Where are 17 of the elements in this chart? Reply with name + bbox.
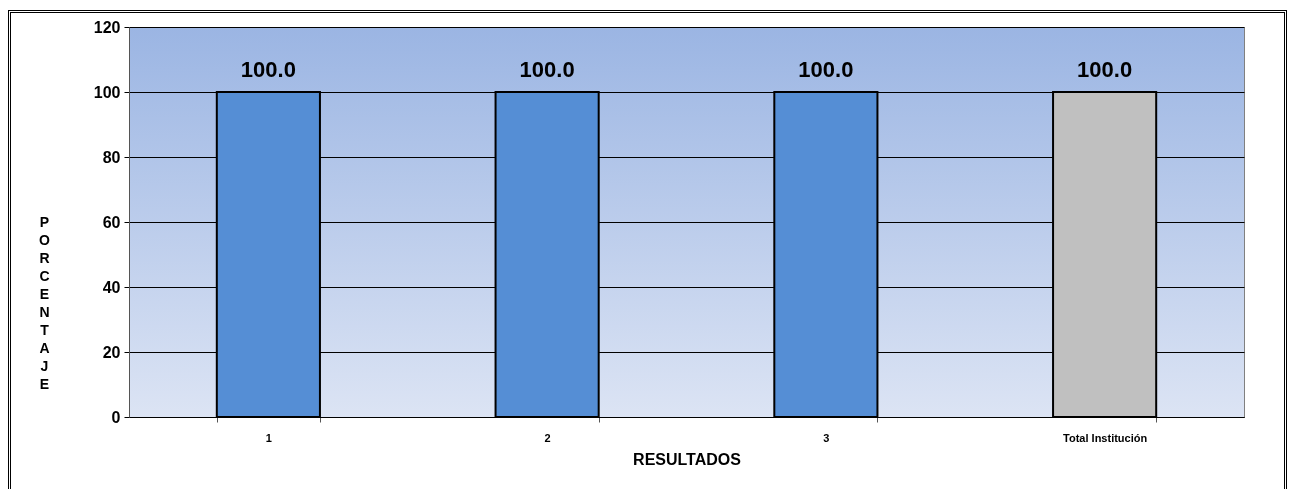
y-tick-label: 20 xyxy=(102,343,121,361)
x-tick-label: 1 xyxy=(265,431,272,444)
data-label: 100.0 xyxy=(798,57,854,82)
data-label: 100.0 xyxy=(1077,57,1133,82)
x-axis-title: RESULTADOS xyxy=(633,450,742,468)
data-label: 100.0 xyxy=(519,57,575,82)
x-tick-label: 3 xyxy=(823,431,830,444)
y-tick-label: 40 xyxy=(102,278,121,296)
y-tick-label: 120 xyxy=(93,18,121,36)
x-tick-label: 2 xyxy=(544,431,551,444)
y-tick-label: 0 xyxy=(111,408,121,426)
x-tick-label: Total Institución xyxy=(1063,431,1148,444)
text: PORCENTAJE xyxy=(39,213,50,392)
y-tick-label: 60 xyxy=(102,213,121,231)
y-tick-label: 80 xyxy=(102,148,121,166)
data-label: 100.0 xyxy=(240,57,296,82)
y-tick-label: 100 xyxy=(93,83,121,101)
